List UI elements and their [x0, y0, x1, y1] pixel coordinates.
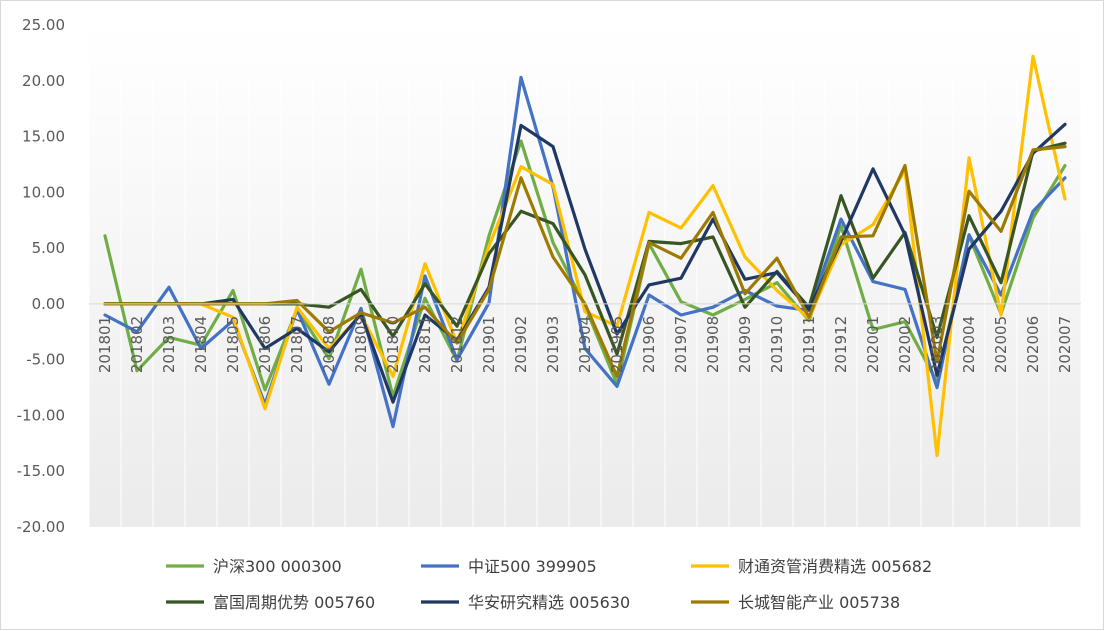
x-tick-label: 201901 [480, 316, 498, 373]
x-tick-label: 202007 [1056, 316, 1074, 373]
y-tick-label: 10.00 [22, 183, 65, 201]
y-tick-label: -15.00 [17, 462, 65, 480]
x-tick-label: 201911 [800, 316, 818, 373]
x-tick-label: 201809 [352, 316, 370, 373]
x-tick-label: 201907 [672, 316, 690, 373]
x-tick-label: 201910 [768, 316, 786, 373]
x-tick-label: 201904 [576, 316, 594, 373]
x-tick-label: 201908 [704, 316, 722, 373]
x-tick-label: 201801 [96, 316, 114, 373]
y-tick-label: -5.00 [26, 351, 65, 369]
legend-label: 华安研究精选 005630 [468, 593, 630, 612]
y-tick-label: 15.00 [22, 128, 65, 146]
x-tick-label: 201806 [256, 316, 274, 373]
legend-label: 富国周期优势 005760 [213, 593, 375, 612]
x-tick-label: 201905 [608, 316, 626, 373]
y-tick-label: 5.00 [32, 239, 65, 257]
x-tick-label: 202006 [1024, 316, 1042, 373]
y-tick-label: -20.00 [17, 518, 65, 536]
x-tick-label: 201812 [448, 316, 466, 373]
x-tick-label: 202005 [992, 316, 1010, 373]
y-tick-label: -10.00 [17, 406, 65, 424]
x-tick-label: 201906 [640, 316, 658, 373]
x-tick-label: 202003 [928, 316, 946, 373]
x-tick-label: 201802 [128, 316, 146, 373]
x-tick-label: 201912 [832, 316, 850, 373]
x-tick-label: 201805 [224, 316, 242, 373]
x-tick-label: 201811 [416, 316, 434, 373]
x-tick-label: 201804 [192, 316, 210, 373]
legend-label: 长城智能产业 005738 [738, 593, 900, 612]
x-tick-label: 201909 [736, 316, 754, 373]
y-tick-label: 25.00 [22, 16, 65, 34]
series-line-5 [103, 122, 1067, 404]
x-tick-label: 201803 [160, 316, 178, 373]
x-tick-label: 201810 [384, 316, 402, 373]
x-tick-label: 202004 [960, 316, 978, 373]
y-tick-label: 20.00 [22, 72, 65, 90]
legend-label: 中证500 399905 [468, 557, 597, 576]
x-tick-label: 201903 [544, 316, 562, 373]
x-tick-label: 202002 [896, 316, 914, 373]
x-tick-label: 202001 [864, 316, 882, 373]
legend-label: 沪深300 000300 [213, 557, 342, 576]
x-tick-label: 201807 [288, 316, 306, 373]
legend-label: 财通资管消费精选 005682 [738, 557, 932, 576]
x-tick-label: 201902 [512, 316, 530, 373]
x-tick-label: 201808 [320, 316, 338, 373]
y-tick-label: 0.00 [32, 295, 65, 313]
